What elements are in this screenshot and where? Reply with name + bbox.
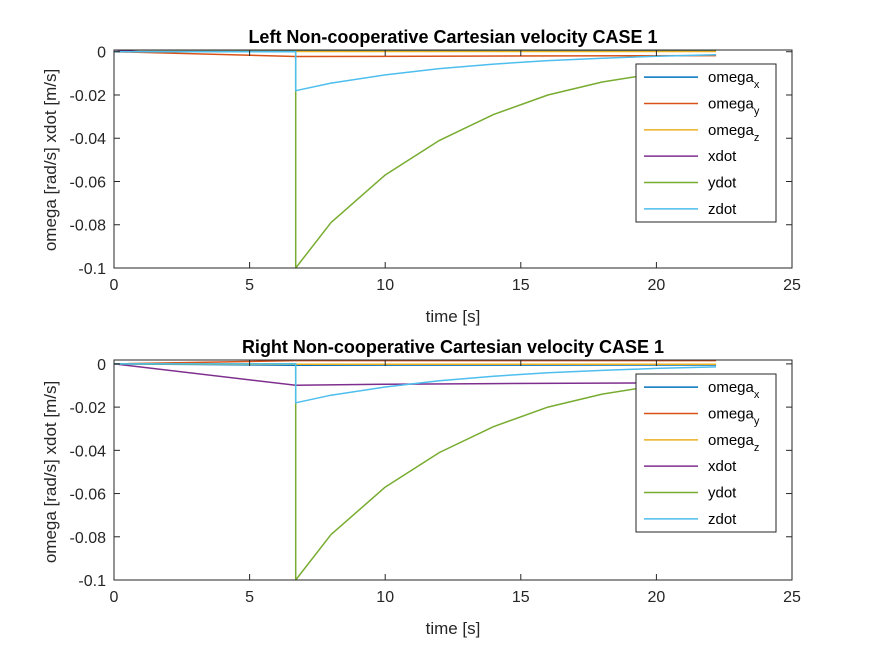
series-line-zdot	[114, 363, 717, 404]
plot-area: 0 5 10 15 20 25 0 -0.02 -0.04 -0.06 -0.08 -0.1 omega…	[70, 357, 801, 606]
chart-title: Left Non-cooperative Cartesian velocity …	[248, 27, 657, 47]
y-tick-label: -0.02	[70, 400, 107, 417]
legend-label-omega_x: omegax	[708, 379, 760, 401]
x-tick-label: 5	[245, 589, 254, 606]
subplot-right: Right Non-cooperative Cartesian velocity…	[41, 337, 801, 638]
legend-label-xdot: xdot	[708, 458, 737, 475]
legend-label-ydot: ydot	[708, 485, 737, 502]
subplot-left: Left Non-cooperative Cartesian velocity …	[41, 27, 801, 326]
legend-label-zdot: zdot	[708, 201, 737, 218]
x-axis-label: time [s]	[426, 307, 481, 326]
legend-label-xdot: xdot	[708, 148, 737, 165]
legend-label-omega_y: omegay	[708, 96, 760, 118]
legend: omegax omegay omegaz xdot ydot zdot	[635, 373, 777, 533]
x-tick-label: 10	[376, 277, 394, 294]
y-axis-label: omega [rad/s] xdot [m/s]	[41, 69, 60, 251]
series-line-omega_y	[114, 360, 717, 365]
legend: omegax omegay omegaz xdot ydot zdot	[635, 63, 777, 223]
y-tick-label: -0.04	[70, 131, 107, 148]
y-tick-label: -0.1	[78, 261, 106, 278]
plot-area: 0 5 10 15 20 25 0 -0.02 -0.04 -0.06 -0.08 -0.1 omega…	[70, 45, 801, 294]
y-tick-label: -0.06	[70, 174, 107, 191]
x-tick-label: 0	[110, 589, 119, 606]
y-tick-label: -0.06	[70, 487, 107, 504]
series-line-xdot	[114, 363, 717, 387]
series-group	[114, 50, 717, 268]
legend-label-omega_y: omegay	[708, 406, 760, 428]
legend-box	[635, 373, 777, 533]
legend-label-zdot: zdot	[708, 511, 737, 528]
x-tick-label: 0	[110, 277, 119, 294]
legend-label-omega_x: omegax	[708, 69, 760, 91]
y-tick-label: 0	[97, 45, 106, 62]
x-tick-label: 20	[648, 589, 666, 606]
y-tick-label: 0	[97, 357, 106, 374]
legend-label-omega_z: omegaz	[708, 432, 759, 454]
y-axis-label: omega [rad/s] xdot [m/s]	[41, 381, 60, 563]
legend-label-omega_z: omegaz	[708, 122, 759, 144]
x-tick-label: 15	[512, 277, 530, 294]
y-tick-label: -0.04	[70, 443, 107, 460]
chart-title: Right Non-cooperative Cartesian velocity…	[242, 337, 664, 357]
y-tick-label: -0.08	[70, 530, 107, 547]
series-line-ydot	[114, 50, 717, 268]
x-tick-label: 5	[245, 277, 254, 294]
legend-label-ydot: ydot	[708, 175, 737, 192]
y-tick-label: -0.1	[78, 573, 106, 590]
series-group	[114, 360, 717, 580]
x-tick-label: 25	[783, 277, 801, 294]
x-tick-label: 20	[648, 277, 666, 294]
axes-box	[113, 359, 793, 581]
y-tick-label: -0.08	[70, 218, 107, 235]
x-tick-label: 25	[783, 589, 801, 606]
x-tick-label: 15	[512, 589, 530, 606]
y-tick-label: -0.02	[70, 88, 107, 105]
legend-box	[635, 63, 777, 223]
x-axis-label: time [s]	[426, 619, 481, 638]
axes-box	[113, 49, 793, 269]
x-tick-label: 10	[376, 589, 394, 606]
series-line-ydot	[114, 363, 717, 580]
series-line-zdot	[114, 50, 717, 92]
